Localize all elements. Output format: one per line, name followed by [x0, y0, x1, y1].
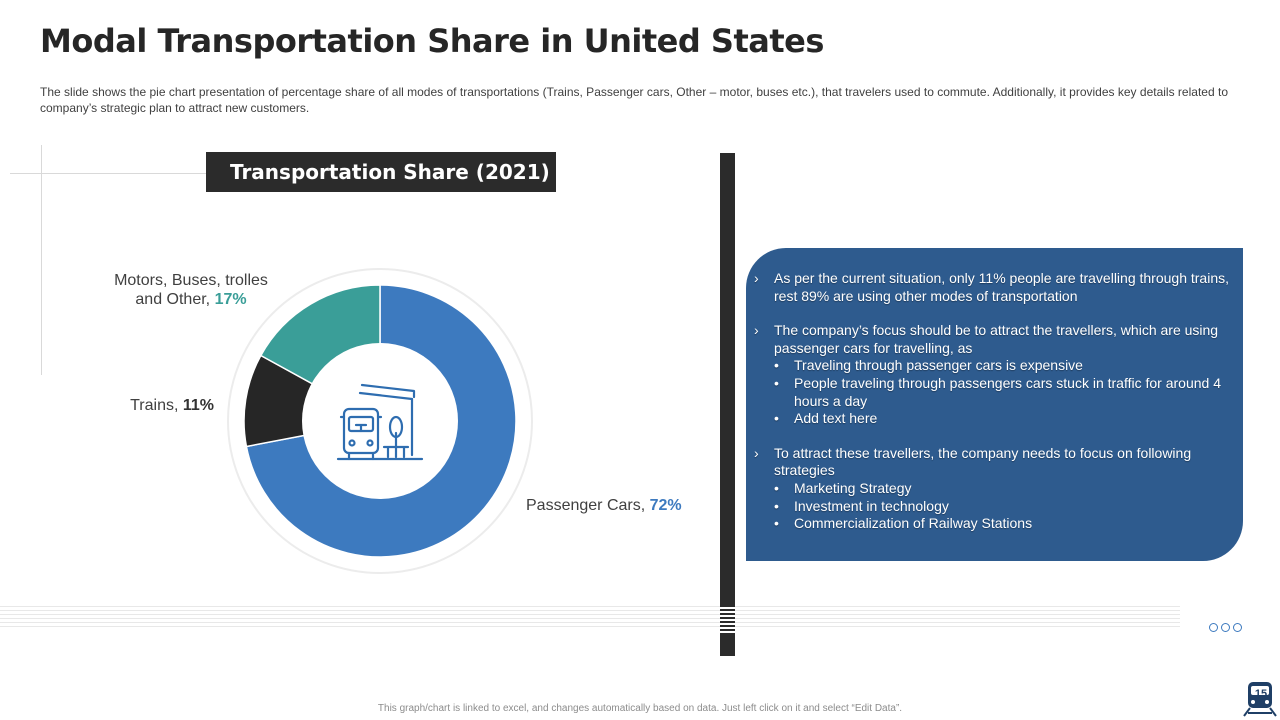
label-passenger-cars: Passenger Cars, 72% [526, 496, 696, 515]
insight-point-2: › The company’s focus should be to attra… [754, 322, 1231, 428]
insight-point-2-sub-2: • People traveling through passengers car… [774, 375, 1231, 410]
bullet-dot-icon: • [774, 515, 779, 532]
label-trains: Trains, 11% [100, 396, 214, 415]
label-trains-name: Trains, [130, 397, 183, 414]
sub-text: Add text here [794, 410, 878, 427]
chart-footnote: This graph/chart is linked to excel, and… [377, 703, 903, 714]
chevron-right-icon: › [754, 444, 759, 461]
donut-svg [227, 268, 533, 574]
label-motors-buses: Motors, Buses, trolles and Other, 17% [100, 271, 282, 309]
chevron-right-icon: › [754, 270, 759, 286]
label-cars-value: 72% [649, 497, 682, 514]
pagination-dot[interactable] [1233, 623, 1242, 632]
vertical-divider [720, 153, 735, 656]
pagination-dot[interactable] [1221, 623, 1230, 632]
insight-point-1-text: As per the current situation, only 11% p… [774, 270, 1229, 304]
pagination-dots-icon[interactable] [1209, 619, 1245, 637]
train-icon [1243, 682, 1277, 717]
label-motors-name-line2: and Other, [135, 291, 215, 308]
slide-title: Modal Transportation Share in United Sta… [40, 22, 824, 60]
insight-point-3-sub-3: • Commercialization of Railway Stations [774, 515, 1231, 533]
bullet-dot-icon: • [774, 410, 779, 427]
insight-point-3: › To attract these travellers, the compa… [754, 445, 1231, 533]
decor-line-horizontal [10, 173, 210, 174]
label-trains-value: 11% [182, 397, 214, 414]
bullet-dot-icon: • [774, 374, 779, 391]
decor-stripes-horizontal [0, 606, 1180, 628]
insight-point-2-sub-3: • Add text here [774, 410, 1231, 428]
donut-chart[interactable] [226, 267, 534, 575]
bus-stop-icon [336, 383, 424, 461]
label-motors-value: 17% [214, 291, 247, 308]
bullet-dot-icon: • [774, 357, 779, 374]
donut-hole [302, 343, 458, 499]
insight-point-3-sub-1: • Marketing Strategy [774, 480, 1231, 498]
sub-text: People traveling through passengers cars… [794, 374, 1221, 409]
divider-stripes [720, 605, 735, 633]
slide-description: The slide shows the pie chart presentati… [40, 85, 1228, 115]
insights-panel: › As per the current situation, only 11%… [746, 248, 1243, 561]
page-number: 15 [1254, 688, 1268, 700]
sub-text: Traveling through passenger cars is expe… [794, 357, 1083, 374]
pagination-dot[interactable] [1209, 623, 1218, 632]
insight-point-1: › As per the current situation, only 11%… [754, 270, 1231, 305]
label-motors-name-line1: Motors, Buses, trolles [114, 272, 268, 289]
label-cars-name: Passenger Cars, [526, 497, 650, 514]
chart-title: Transportation Share (2021) [206, 152, 556, 192]
bullet-dot-icon: • [774, 497, 779, 514]
sub-text: Commercialization of Railway Stations [794, 515, 1033, 532]
sub-text: Marketing Strategy [794, 479, 912, 496]
insight-point-3-text: To attract these travellers, the company… [774, 444, 1192, 479]
decor-line-vertical [41, 145, 42, 375]
insight-point-2-text: The company’s focus should be to attract… [774, 322, 1219, 356]
bullet-dot-icon: • [774, 479, 779, 496]
insight-point-3-sub-2: • Investment in technology [774, 498, 1231, 516]
sub-text: Investment in technology [794, 497, 949, 514]
insight-point-2-sub-1: • Traveling through passenger cars is exp… [774, 357, 1231, 375]
chevron-right-icon: › [754, 322, 759, 339]
